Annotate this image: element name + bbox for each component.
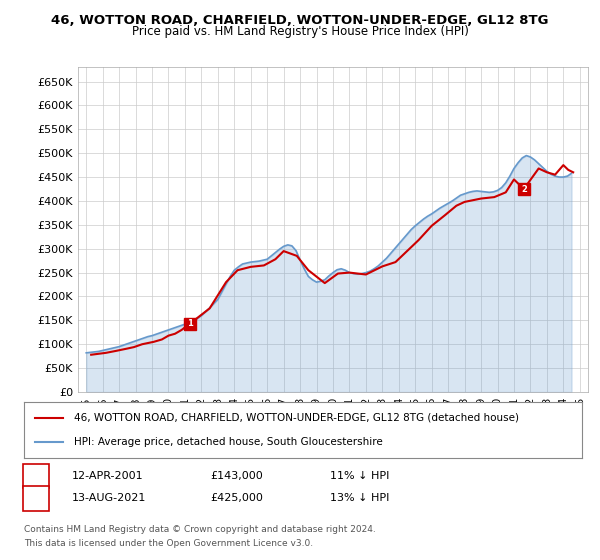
Text: 12-APR-2001: 12-APR-2001 <box>72 471 143 481</box>
Text: 46, WOTTON ROAD, CHARFIELD, WOTTON-UNDER-EDGE, GL12 8TG (detached house): 46, WOTTON ROAD, CHARFIELD, WOTTON-UNDER… <box>74 413 519 423</box>
Text: Price paid vs. HM Land Registry's House Price Index (HPI): Price paid vs. HM Land Registry's House … <box>131 25 469 38</box>
Text: 2: 2 <box>521 184 527 194</box>
Text: 1: 1 <box>187 319 193 328</box>
Text: £143,000: £143,000 <box>210 471 263 481</box>
Text: 1: 1 <box>32 471 40 481</box>
Text: Contains HM Land Registry data © Crown copyright and database right 2024.: Contains HM Land Registry data © Crown c… <box>24 525 376 534</box>
Text: £425,000: £425,000 <box>210 493 263 503</box>
Text: HPI: Average price, detached house, South Gloucestershire: HPI: Average price, detached house, Sout… <box>74 437 383 447</box>
Text: 13-AUG-2021: 13-AUG-2021 <box>72 493 146 503</box>
Text: 46, WOTTON ROAD, CHARFIELD, WOTTON-UNDER-EDGE, GL12 8TG: 46, WOTTON ROAD, CHARFIELD, WOTTON-UNDER… <box>51 14 549 27</box>
Text: 2: 2 <box>32 493 40 503</box>
Text: 13% ↓ HPI: 13% ↓ HPI <box>330 493 389 503</box>
Text: 11% ↓ HPI: 11% ↓ HPI <box>330 471 389 481</box>
Text: This data is licensed under the Open Government Licence v3.0.: This data is licensed under the Open Gov… <box>24 539 313 548</box>
